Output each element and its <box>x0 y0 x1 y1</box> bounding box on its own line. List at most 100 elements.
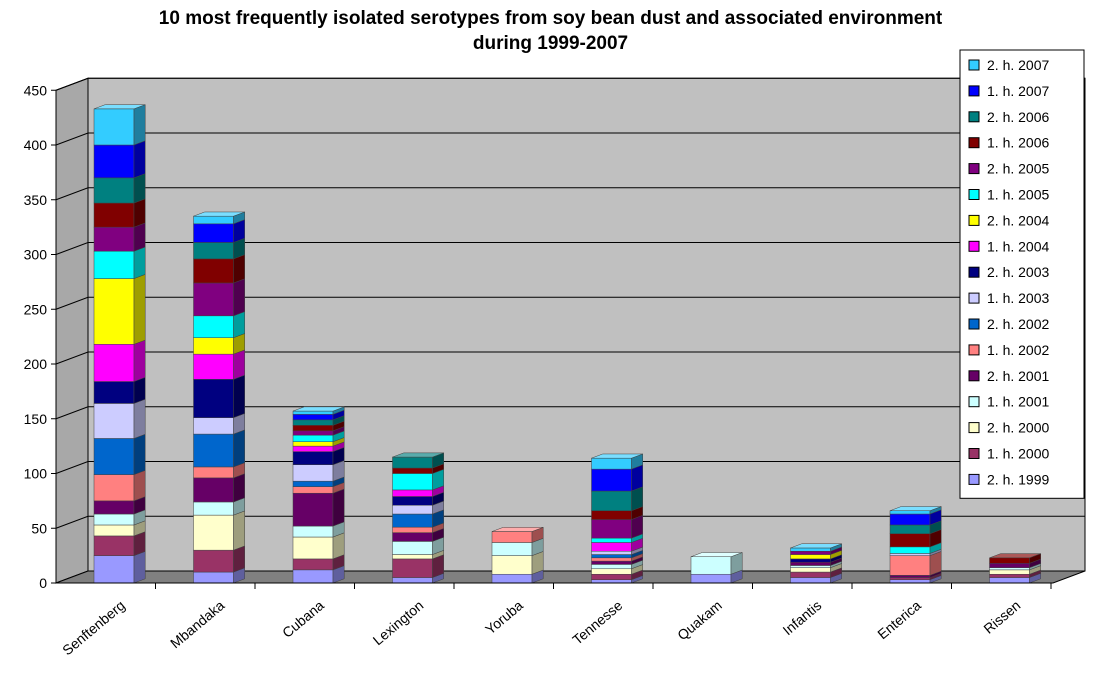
bar-stack <box>690 552 743 584</box>
legend-label: 2. h. 2000 <box>987 420 1049 436</box>
y-tick-label: 150 <box>24 411 48 427</box>
bar-segment-top <box>491 527 544 532</box>
bar-segment <box>292 419 334 426</box>
bar-segment <box>193 282 234 317</box>
bar-segment <box>392 456 433 469</box>
bar-segment-side <box>233 349 245 380</box>
x-tick-label: Cubana <box>279 597 327 641</box>
bar-segment <box>193 571 234 584</box>
legend-box <box>959 49 1085 499</box>
bar-segment <box>93 513 135 526</box>
bar-segment <box>193 223 234 243</box>
bar-segment <box>392 467 433 474</box>
bar-segment <box>392 513 433 528</box>
bar-segment-side <box>233 311 245 339</box>
legend-label: 2. h. 1999 <box>987 471 1049 487</box>
y-tick-label: 0 <box>39 575 47 591</box>
bar-segment-top <box>790 543 842 549</box>
bar-segment <box>193 501 234 516</box>
bar-segment <box>292 430 334 436</box>
bar-segment <box>292 451 334 465</box>
bar-segment <box>292 410 334 415</box>
y-tick-label: 450 <box>24 82 48 98</box>
bar-segment <box>591 542 632 552</box>
legend-item: 2. h. 2003 <box>968 264 1049 280</box>
bar-stack <box>193 211 245 584</box>
gridline <box>55 132 1085 146</box>
bar-segment <box>93 226 135 252</box>
bar-segment-side <box>133 433 146 475</box>
bar-segment <box>491 531 533 543</box>
bar-segment <box>93 177 135 204</box>
side-wall <box>55 77 89 584</box>
bar-segment-side <box>133 398 146 439</box>
legend-swatch <box>968 266 980 278</box>
legend-label: 2. h. 2007 <box>987 57 1049 73</box>
legend-swatch <box>968 448 980 459</box>
bar-segment <box>889 533 931 548</box>
legend-label: 2. h. 2004 <box>987 212 1049 228</box>
bar-segment-side <box>233 545 245 573</box>
bar-stack <box>491 526 544 584</box>
bar-stack <box>989 553 1041 584</box>
bar-segment-top <box>591 453 643 459</box>
chart-title-line-1: 10 most frequently isolated serotypes fr… <box>158 8 943 29</box>
x-tick-label: Lexington <box>370 597 427 648</box>
legend-label: 2. h. 2002 <box>987 316 1049 332</box>
bar-segment <box>591 568 632 575</box>
legend-item: 2. h. 2001 <box>968 368 1049 384</box>
bar-segment <box>193 353 234 380</box>
bar-segment-side <box>133 551 146 584</box>
bar-segment-side <box>233 278 245 317</box>
bar-segment <box>193 258 234 284</box>
bar-segment <box>93 535 135 556</box>
y-tick-label: 350 <box>24 192 48 208</box>
legend-item: 2. h. 2006 <box>968 109 1049 125</box>
legend-swatch <box>968 240 980 252</box>
x-tick-label: Infantis <box>780 597 825 638</box>
bar-segment <box>93 278 135 345</box>
legend-swatch <box>968 292 980 304</box>
bar-segment <box>889 513 931 526</box>
bar-segment-top <box>93 104 146 110</box>
bar-segment <box>491 573 533 584</box>
chart-title: 10 most frequently isolated serotypes fr… <box>0 6 1101 56</box>
bar-segment <box>790 567 831 573</box>
bar-segment <box>989 563 1030 568</box>
bar-segment <box>790 547 831 552</box>
bar-segment-side <box>233 429 245 468</box>
bar-stack <box>790 543 842 584</box>
bar-segment <box>193 549 234 573</box>
bar-segment-side <box>233 254 245 284</box>
bar-segment <box>989 557 1030 564</box>
bar-segment <box>93 144 135 179</box>
bar-segment <box>292 441 334 447</box>
bar-segment <box>392 577 433 584</box>
legend-label: 2. h. 2001 <box>987 368 1049 384</box>
legend-swatch <box>968 422 980 434</box>
bar-segment <box>292 525 334 538</box>
gridline <box>55 296 1085 310</box>
bar-segment <box>193 433 234 468</box>
bar-segment <box>491 555 533 575</box>
bars <box>93 104 1041 584</box>
legend-item: 1. h. 2006 <box>968 135 1049 151</box>
legend-label: 2. h. 2005 <box>987 161 1049 177</box>
bar-segment-side <box>133 339 146 382</box>
legend-label: 1. h. 2004 <box>987 238 1049 254</box>
bar-segment <box>591 537 632 543</box>
bar-segment <box>93 403 135 439</box>
legend-swatch <box>968 318 980 330</box>
bar-segment <box>989 567 1030 571</box>
legend-item: 2. h. 2004 <box>968 212 1049 228</box>
bar-segment <box>392 558 433 578</box>
bar-segment <box>989 569 1030 575</box>
bar-segment <box>591 550 632 555</box>
legend-item: 2. h. 2007 <box>968 57 1049 73</box>
bar-segment <box>790 558 831 563</box>
bar-segment-side <box>332 488 345 527</box>
gridline <box>55 77 1085 91</box>
legend-swatch <box>968 214 980 226</box>
bar-segment <box>591 490 632 511</box>
